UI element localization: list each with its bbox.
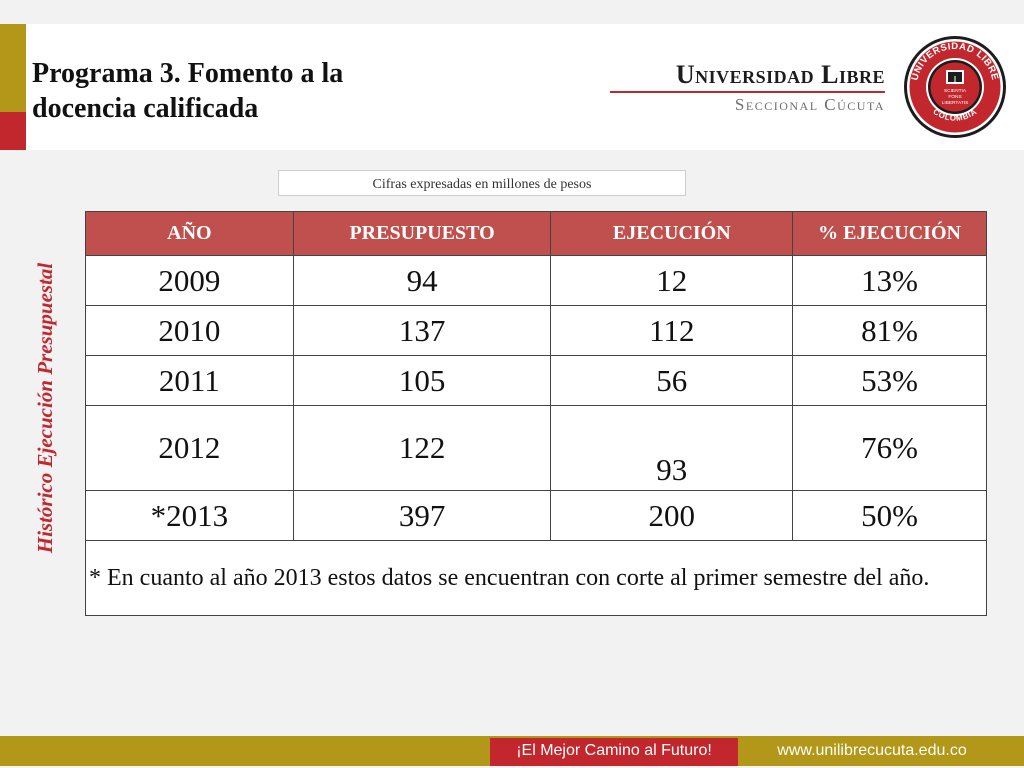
cell-execution-percent: 81% <box>792 305 987 356</box>
brand-wordmark: Universidad Libre Seccional Cúcuta <box>610 62 885 113</box>
table-header-row: AÑO PRESUPUESTO EJECUCIÓN % EJECUCIÓN <box>85 211 987 256</box>
header-accent-red <box>0 112 26 150</box>
slide-title-line2: docencia calificada <box>32 93 259 124</box>
slide-title: Programa 3. Fomento a la docencia califi… <box>32 56 492 126</box>
footer-slogan: ¡El Mejor Camino al Futuro! <box>490 738 738 766</box>
cell-budget: 397 <box>292 490 552 541</box>
seal-inner-right: LIBERTATIS <box>942 100 969 106</box>
brand-name: Universidad Libre <box>675 60 885 89</box>
budget-table: AÑO PRESUPUESTO EJECUCIÓN % EJECUCIÓN 20… <box>85 211 987 616</box>
side-label: Histórico Ejecución Presupuestal <box>33 262 57 554</box>
table-footnote: * En cuanto al año 2013 estos datos se e… <box>85 540 987 616</box>
brand-underline <box>610 91 885 93</box>
seal-inner-center: FONS <box>948 94 961 100</box>
cell-budget: 105 <box>292 355 552 406</box>
header-accent-gold <box>0 24 26 112</box>
cell-year: 2009 <box>85 255 294 306</box>
brand-subtitle: Seccional Cúcuta <box>734 95 885 114</box>
cell-year: 2010 <box>85 305 294 356</box>
cell-execution-percent: 76% <box>792 405 987 491</box>
cell-execution: 12 <box>550 255 794 306</box>
cell-budget: 137 <box>292 305 552 356</box>
header-budget: PRESUPUESTO <box>292 211 552 256</box>
cell-execution: 200 <box>550 490 794 541</box>
table-row: *2013 397 200 50% <box>85 490 987 541</box>
cell-year: 2012 <box>85 405 294 491</box>
cell-budget: 122 <box>292 405 552 491</box>
slide-title-line1: Programa 3. Fomento a la <box>32 58 344 89</box>
table-row: 2011 105 56 53% <box>85 355 987 406</box>
table-note-row: * En cuanto al año 2013 estos datos se e… <box>85 540 987 616</box>
header-year: AÑO <box>85 211 294 256</box>
cell-year: *2013 <box>85 490 294 541</box>
cell-execution: 93 <box>550 405 794 491</box>
header-execution-percent: % EJECUCIÓN <box>792 211 987 256</box>
table-row: 2009 94 12 13% <box>85 255 987 306</box>
table-caption: Cifras expresadas en millones de pesos <box>278 170 686 196</box>
cell-budget: 94 <box>292 255 552 306</box>
cell-year: 2011 <box>85 355 294 406</box>
slide-header <box>0 24 1024 150</box>
table-row: 2010 137 112 81% <box>85 305 987 356</box>
footer-website: www.unilibrecucuta.edu.co <box>777 742 967 759</box>
cell-execution-percent: 53% <box>792 355 987 406</box>
cell-execution: 56 <box>550 355 794 406</box>
university-seal-logo: UNIVERSIDAD LIBRE COLOMBIA SCIENTIA FONS… <box>904 36 1006 138</box>
table-row: 2012 122 93 76% <box>85 405 987 491</box>
header-execution: EJECUCIÓN <box>550 211 794 256</box>
cell-execution: 112 <box>550 305 794 356</box>
cell-execution-percent: 50% <box>792 490 987 541</box>
seal-inner-left: SCIENTIA <box>944 88 967 94</box>
cell-execution-percent: 13% <box>792 255 987 306</box>
